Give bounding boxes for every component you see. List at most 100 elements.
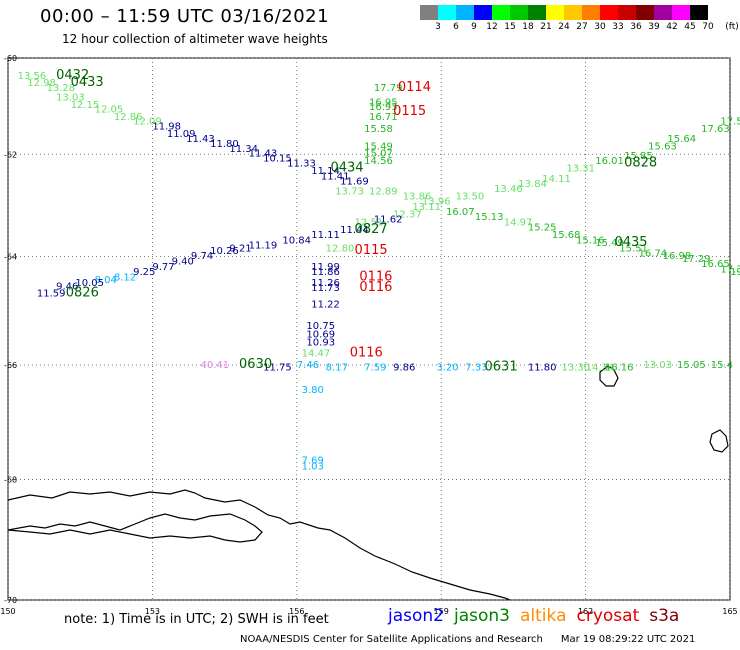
wave-height-label: 15.49 xyxy=(595,238,624,249)
wave-height-label: 7.46 xyxy=(297,360,319,371)
wave-height-label: 13.31 xyxy=(566,164,595,175)
lat-tick-label: -66 xyxy=(4,361,17,370)
lon-tick-label: 156 xyxy=(289,607,304,616)
legend-tick-label: 3 xyxy=(435,22,441,32)
wave-height-label: 1.03 xyxy=(302,461,324,472)
legend-swatch xyxy=(546,5,564,20)
pass-time-label: 0116 xyxy=(359,269,392,284)
wave-height-label: 9.25 xyxy=(133,267,155,278)
wave-height-label: 15.4 xyxy=(711,360,733,371)
legend-swatch xyxy=(690,5,708,20)
pass-time-label: 0432 xyxy=(56,68,89,83)
wave-height-label: 16.16 xyxy=(605,363,634,374)
wave-height-label: 12.05 xyxy=(95,105,124,116)
coastline xyxy=(7,365,729,601)
pass-time-label: 0630 xyxy=(239,357,272,372)
wave-height-label: 11.86 xyxy=(311,267,340,278)
wave-height-label: 15.05 xyxy=(677,360,706,371)
pass-time-label: 0827 xyxy=(355,222,388,237)
wave-height-label: 12.86 xyxy=(114,112,143,123)
lon-tick-label: 153 xyxy=(145,607,160,616)
wave-height-label: 16.74 xyxy=(639,249,668,260)
observation-labels: 13.5612.9813.2813.0312.1512.0512.8612.09… xyxy=(18,68,740,472)
wave-height-label: 11.41 xyxy=(321,171,350,182)
wave-height-label: 12.37 xyxy=(393,210,422,221)
wave-height-label: 15.63 xyxy=(648,141,677,152)
legend-unit: (ft) xyxy=(725,22,739,32)
wave-height-label: 11.80 xyxy=(210,139,239,150)
wave-height-label: 3.20 xyxy=(436,363,458,374)
wave-height-label: 14.97 xyxy=(504,217,533,228)
timestamp: Mar 19 08:29:22 UTC 2021 xyxy=(560,634,696,645)
wave-height-label: 14.34 xyxy=(586,363,615,374)
wave-height-label: 16.65 xyxy=(701,259,730,270)
pass-time-label: 0433 xyxy=(71,75,104,90)
wave-height-label: 12.51 xyxy=(355,217,384,228)
pass-time-label: 0435 xyxy=(614,235,647,250)
wave-height-label: 10.84 xyxy=(282,235,311,246)
wave-height-label: 13.96 xyxy=(422,197,451,208)
footer-note: note: 1) Time is in UTC; 2) SWH is in fe… xyxy=(64,612,329,627)
island-1 xyxy=(599,365,619,387)
pass-time-label: 0631 xyxy=(485,360,518,375)
wave-height-label: 15.25 xyxy=(528,222,557,233)
legend-tick-label: 21 xyxy=(540,22,552,32)
pass-time-label: 0116 xyxy=(350,346,383,361)
wave-height-label: 7.69 xyxy=(302,456,324,467)
legend-tick-label: 6 xyxy=(453,22,459,32)
wave-height-label: 13.03 xyxy=(643,360,672,371)
legend-swatch xyxy=(438,5,456,20)
legend-swatch xyxy=(654,5,672,20)
wave-height-label: 12.09 xyxy=(133,117,162,128)
wave-height-label: 11.99 xyxy=(311,262,340,273)
lat-tick-label: -62 xyxy=(4,150,17,159)
wave-height-label: 12.89 xyxy=(369,186,398,197)
wave-height-label: 40.41 xyxy=(201,360,230,371)
satellite-jason2: jason2 xyxy=(388,606,444,626)
credit-text: NOAA/NESDIS Center for Satellite Applica… xyxy=(240,634,543,645)
map-frame xyxy=(7,57,731,601)
wave-height-label: 11.14 xyxy=(311,166,340,177)
wave-height-label: 13.30 xyxy=(562,363,591,374)
legend-swatch xyxy=(420,5,438,20)
map-subtitle: 12 hour collection of altimeter wave hei… xyxy=(62,32,328,46)
color-scale-legend xyxy=(420,5,708,20)
wave-height-label: 9.21 xyxy=(229,243,251,254)
wave-height-label: 17.29 xyxy=(682,254,711,265)
legend-swatch xyxy=(528,5,546,20)
legend-tick-label: 33 xyxy=(612,22,624,32)
wave-height-label: 13.28 xyxy=(47,83,76,94)
wave-height-label: 12.15 xyxy=(71,100,100,111)
wave-height-label: 16.07 xyxy=(446,207,475,218)
wave-height-label: 10.26 xyxy=(210,246,239,257)
lat-tick-label: -68 xyxy=(4,475,17,484)
wave-height-label: 11.80 xyxy=(528,363,557,374)
wave-height-label: 15.58 xyxy=(364,124,393,135)
wave-height-label: 16.95 xyxy=(369,97,398,108)
pass-time-label: 0828 xyxy=(624,156,657,171)
island-2 xyxy=(709,429,729,453)
wave-height-label: 10.15 xyxy=(263,154,292,165)
wave-height-label: 16.71 xyxy=(369,112,398,123)
wave-height-label: 13.73 xyxy=(335,186,364,197)
wave-height-label: 12.80 xyxy=(326,243,355,254)
legend-swatch xyxy=(618,5,636,20)
lon-tick-label: 159 xyxy=(434,607,449,616)
wave-height-label: 15.64 xyxy=(667,134,696,145)
wave-height-label: 10.05 xyxy=(75,278,104,289)
wave-height-label: 17.5 xyxy=(720,117,740,128)
wave-height-label: 3.80 xyxy=(302,385,324,396)
wave-height-label: 11.33 xyxy=(287,159,316,170)
wave-height-label: 15.13 xyxy=(475,212,504,223)
wave-height-label: 14.47 xyxy=(302,349,331,360)
wave-height-label: 17.63 xyxy=(701,124,730,135)
satellite-s3a: s3a xyxy=(649,606,680,626)
legend-swatch xyxy=(672,5,690,20)
satellite-cryosat: cryosat xyxy=(576,606,640,626)
satellite-altika: altika xyxy=(520,606,567,626)
wave-height-label: 8.12 xyxy=(114,272,136,283)
wave-height-label: 13.84 xyxy=(518,179,547,190)
wave-height-label: 11.98 xyxy=(152,122,181,133)
wave-height-label: 10.69 xyxy=(306,329,335,340)
